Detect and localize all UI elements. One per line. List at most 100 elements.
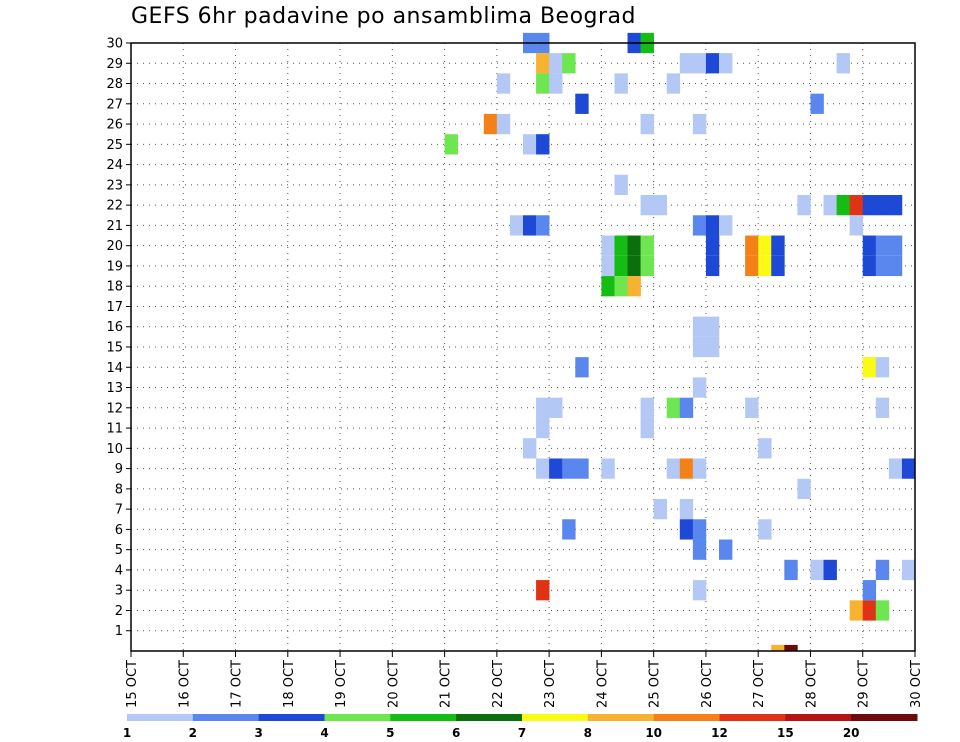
y-tick-label: 27: [106, 97, 123, 112]
x-tick-label: 27 OCT: [752, 660, 767, 708]
precip-cell: [640, 113, 654, 135]
x-tick-label: 21 OCT: [439, 660, 454, 708]
precip-cell: [705, 336, 720, 358]
precip-cell: [823, 195, 837, 216]
precip-cell: [719, 215, 733, 236]
precip-cell: [823, 559, 837, 581]
legend-label: 12: [711, 726, 728, 740]
precip-cell: [666, 73, 681, 94]
precip-cell: [536, 53, 550, 74]
y-tick-label: 11: [106, 422, 123, 437]
precip-cell: [536, 417, 550, 439]
precip-cell: [679, 499, 694, 520]
precip-cell: [901, 559, 916, 581]
x-tick-label: 18 OCT: [282, 660, 297, 708]
precip-cell: [562, 519, 576, 540]
precip-cell: [575, 357, 589, 378]
legend-label: 3: [254, 726, 262, 740]
legend-swatch: [653, 714, 720, 721]
x-tick-label: 15 OCT: [125, 660, 140, 708]
precip-cell: [627, 255, 641, 277]
precip-cell: [849, 215, 864, 236]
precip-cell: [888, 235, 903, 256]
precip-cell: [705, 215, 720, 236]
y-tick-label: 19: [106, 259, 123, 274]
x-tick-label: 19 OCT: [334, 660, 349, 708]
precip-cell: [692, 377, 707, 398]
precip-cell: [627, 235, 641, 256]
y-tick-label: 26: [106, 118, 123, 133]
precip-cell: [862, 235, 877, 256]
legend-label: 1: [123, 726, 131, 740]
precip-cell: [836, 53, 850, 74]
precip-cell: [810, 93, 824, 114]
y-tick-label: 14: [106, 361, 123, 376]
precip-cell: [640, 255, 654, 277]
legend-swatch: [785, 714, 852, 721]
legend-swatch: [456, 714, 523, 721]
y-tick-label: 20: [106, 239, 123, 254]
precip-cell: [536, 458, 550, 479]
precip-cell: [601, 235, 615, 256]
y-tick-label: 17: [106, 300, 123, 315]
precip-cell: [614, 235, 628, 256]
y-tick-label: 24: [106, 158, 123, 173]
precip-cell: [836, 195, 850, 216]
precip-cell: [536, 134, 550, 155]
x-tick-label: 25 OCT: [648, 660, 663, 708]
precip-cell: [875, 195, 890, 216]
y-tick-label: 3: [115, 584, 123, 599]
precip-cell: [875, 235, 890, 256]
precip-cell: [862, 600, 877, 621]
precip-cell: [549, 458, 563, 479]
precip-cell: [653, 195, 668, 216]
precip-cell: [758, 255, 772, 277]
precip-cell: [536, 73, 550, 94]
y-tick-label: 7: [115, 503, 123, 518]
legend-label: 5: [386, 726, 394, 740]
x-tick-label: 28 OCT: [804, 660, 819, 708]
precip-cell: [601, 276, 615, 297]
precip-cell: [666, 458, 681, 479]
precip-cell: [719, 53, 733, 74]
y-tick-label: 30: [106, 37, 123, 52]
y-tick-label: 4: [115, 563, 123, 578]
y-tick-label: 12: [106, 401, 123, 416]
legend-label: 8: [584, 726, 592, 740]
precip-cell: [862, 580, 877, 601]
precip-cell: [601, 255, 615, 277]
y-tick-label: 25: [106, 138, 123, 153]
precip-cell: [888, 195, 903, 216]
legend-label: 2: [189, 726, 197, 740]
precip-cell: [771, 235, 785, 256]
y-tick-label: 22: [106, 199, 123, 214]
y-axis: 1234567891011121314151617181920212223242…: [106, 37, 131, 639]
precip-cell: [640, 195, 654, 216]
precip-cell: [745, 255, 759, 277]
precip-cell: [771, 644, 785, 651]
precip-cell: [627, 276, 641, 297]
precip-cell: [679, 458, 694, 479]
precip-cell: [692, 458, 707, 479]
x-tick-label: 29 OCT: [857, 660, 872, 708]
precip-cell: [444, 134, 458, 155]
precip-cell: [640, 397, 654, 418]
x-tick-label: 30 OCT: [909, 660, 924, 708]
precip-cell: [509, 215, 524, 236]
legend-label: 6: [452, 726, 460, 740]
precip-cell: [614, 73, 628, 94]
precip-cell: [875, 397, 890, 418]
precip-cell: [523, 134, 537, 155]
y-tick-label: 21: [106, 219, 123, 234]
precip-cell: [549, 397, 563, 418]
precip-cell: [666, 397, 681, 418]
precip-cell: [745, 397, 759, 418]
precip-cell: [771, 255, 785, 277]
precip-cell: [692, 113, 707, 135]
precip-cell: [692, 215, 707, 236]
precip-cell: [784, 559, 798, 581]
precip-cell: [523, 438, 537, 459]
precip-cell: [496, 113, 511, 135]
y-tick-label: 6: [115, 523, 123, 538]
precip-cell: [705, 316, 720, 337]
